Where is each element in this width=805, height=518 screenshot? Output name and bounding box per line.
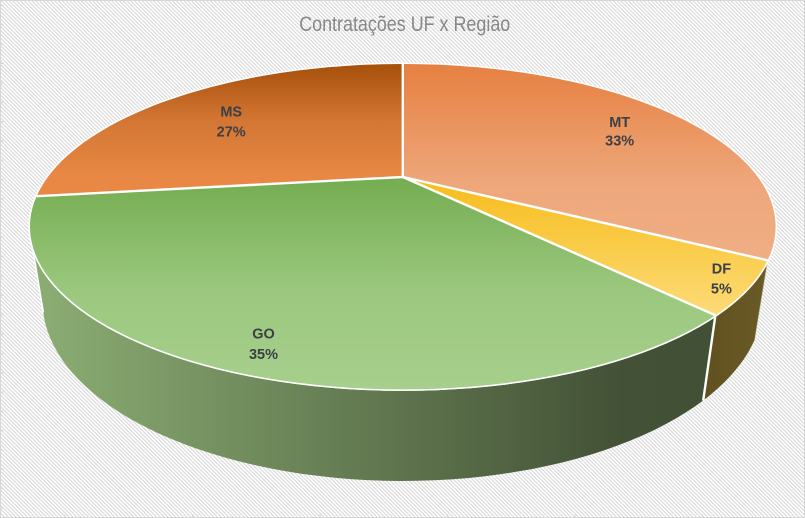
- svg-text:MT: MT: [609, 115, 630, 131]
- svg-text:DF: DF: [712, 261, 731, 277]
- svg-text:33%: 33%: [605, 134, 634, 150]
- svg-text:5%: 5%: [711, 281, 732, 297]
- svg-text:MS: MS: [220, 104, 242, 120]
- svg-text:GO: GO: [252, 326, 275, 342]
- svg-text:35%: 35%: [249, 347, 278, 363]
- svg-text:27%: 27%: [217, 124, 246, 140]
